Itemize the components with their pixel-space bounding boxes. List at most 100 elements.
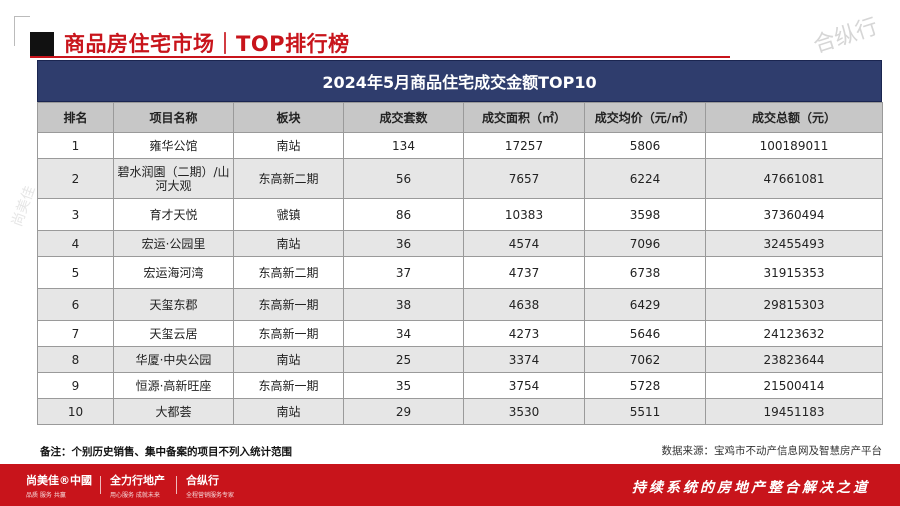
cell-total: 32455493 <box>705 230 883 257</box>
cell-total: 37360494 <box>705 198 883 231</box>
table-row: 8 华厦·中央公园 南站 25 3374 7062 23823644 <box>37 346 883 373</box>
cell-project: 雍华公馆 <box>113 132 234 159</box>
corner-decoration <box>14 16 30 46</box>
brand-tagline: 全程营销服务专家 <box>186 491 235 499</box>
table-row: 2 碧水润園（二期）/山河大观 东高新二期 56 7657 6224 47661… <box>37 158 883 199</box>
brand-name: 全力行地产 <box>110 473 165 487</box>
col-total: 成交总额（元） <box>705 102 883 133</box>
table-row: 5 宏运海河湾 东高新二期 37 4737 6738 31915353 <box>37 256 883 289</box>
table-row: 10 大都荟 南站 29 3530 5511 19451183 <box>37 398 883 425</box>
cell-avg-price: 5511 <box>584 398 706 425</box>
cell-rank: 6 <box>37 288 114 321</box>
cell-area: 10383 <box>463 198 585 231</box>
cell-district: 东高新二期 <box>233 256 344 289</box>
cell-area: 3530 <box>463 398 585 425</box>
brand-divider <box>176 476 177 494</box>
cell-area: 4638 <box>463 288 585 321</box>
cell-district: 虢镇 <box>233 198 344 231</box>
cell-project: 大都荟 <box>113 398 234 425</box>
cell-total: 19451183 <box>705 398 883 425</box>
brand-name: 尚美佳®中國 <box>26 473 92 487</box>
cell-units: 56 <box>343 158 464 199</box>
col-avg-price: 成交均价（元/㎡） <box>584 102 706 133</box>
cell-units: 37 <box>343 256 464 289</box>
cell-district: 东高新二期 <box>233 158 344 199</box>
cell-project: 天玺东郡 <box>113 288 234 321</box>
cell-rank: 3 <box>37 198 114 231</box>
cell-units: 35 <box>343 372 464 399</box>
cell-area: 4737 <box>463 256 585 289</box>
cell-avg-price: 5728 <box>584 372 706 399</box>
cell-units: 86 <box>343 198 464 231</box>
page-title: 商品房住宅市场｜TOP排行榜 <box>64 32 350 56</box>
watermark-side: 尚美佳 <box>9 183 39 229</box>
cell-project: 华厦·中央公园 <box>113 346 234 373</box>
cell-rank: 5 <box>37 256 114 289</box>
footer-bar: 尚美佳®中國 品质 服务 共赢 全力行地产 用心服务 成就未来 合纵行 全程营销… <box>0 464 900 506</box>
cell-project: 宏运海河湾 <box>113 256 234 289</box>
cell-total: 21500414 <box>705 372 883 399</box>
col-project: 项目名称 <box>113 102 234 133</box>
cell-district: 东高新一期 <box>233 320 344 347</box>
cell-project: 宏运·公园里 <box>113 230 234 257</box>
cell-avg-price: 6738 <box>584 256 706 289</box>
title-divider <box>30 56 730 58</box>
cell-avg-price: 5806 <box>584 132 706 159</box>
cell-avg-price: 6429 <box>584 288 706 321</box>
table-row: 9 恒源·高新旺座 东高新一期 35 3754 5728 21500414 <box>37 372 883 399</box>
cell-avg-price: 7096 <box>584 230 706 257</box>
data-table: 排名 项目名称 板块 成交套数 成交面积（㎡） 成交均价（元/㎡） 成交总额（元… <box>37 102 883 425</box>
cell-rank: 4 <box>37 230 114 257</box>
cell-area: 17257 <box>463 132 585 159</box>
cell-district: 东高新一期 <box>233 372 344 399</box>
cell-units: 38 <box>343 288 464 321</box>
cell-project: 育才天悦 <box>113 198 234 231</box>
col-units: 成交套数 <box>343 102 464 133</box>
brand-tagline: 用心服务 成就未来 <box>110 491 160 499</box>
cell-district: 南站 <box>233 132 344 159</box>
cell-total: 100189011 <box>705 132 883 159</box>
footer-slogan: 持续系统的房地产整合解决之道 <box>632 480 870 496</box>
cell-avg-price: 7062 <box>584 346 706 373</box>
cell-rank: 10 <box>37 398 114 425</box>
cell-area: 4273 <box>463 320 585 347</box>
table-title: 2024年5月商品住宅成交金额TOP10 <box>37 60 882 102</box>
cell-total: 29815303 <box>705 288 883 321</box>
cell-rank: 9 <box>37 372 114 399</box>
brand-logo-quanlixing: 全力行地产 用心服务 成就未来 <box>110 464 165 506</box>
corner-block <box>30 32 54 56</box>
cell-rank: 1 <box>37 132 114 159</box>
cell-total: 24123632 <box>705 320 883 347</box>
cell-area: 3374 <box>463 346 585 373</box>
table-row: 3 育才天悦 虢镇 86 10383 3598 37360494 <box>37 198 883 231</box>
cell-avg-price: 3598 <box>584 198 706 231</box>
cell-district: 南站 <box>233 398 344 425</box>
cell-project: 碧水润園（二期）/山河大观 <box>113 158 234 199</box>
cell-rank: 8 <box>37 346 114 373</box>
cell-district: 南站 <box>233 230 344 257</box>
brand-tagline: 品质 服务 共赢 <box>26 491 66 499</box>
footnote: 备注：个别历史销售、集中备案的项目不列入统计范围 <box>40 446 292 458</box>
column-header-row: 排名 项目名称 板块 成交套数 成交面积（㎡） 成交均价（元/㎡） 成交总额（元… <box>37 102 883 133</box>
brand-logo-hezongxing: 合纵行 全程营销服务专家 <box>186 464 234 506</box>
col-district: 板块 <box>233 102 344 133</box>
cell-district: 南站 <box>233 346 344 373</box>
ranking-table: 2024年5月商品住宅成交金额TOP10 排名 项目名称 板块 成交套数 成交面… <box>37 60 883 425</box>
cell-units: 25 <box>343 346 464 373</box>
table-row: 7 天玺云居 东高新一期 34 4273 5646 24123632 <box>37 320 883 347</box>
table-row: 4 宏运·公园里 南站 36 4574 7096 32455493 <box>37 230 883 257</box>
table-row: 1 雍华公馆 南站 134 17257 5806 100189011 <box>37 132 883 159</box>
cell-project: 天玺云居 <box>113 320 234 347</box>
cell-total: 47661081 <box>705 158 883 199</box>
cell-area: 4574 <box>463 230 585 257</box>
cell-area: 3754 <box>463 372 585 399</box>
cell-avg-price: 5646 <box>584 320 706 347</box>
cell-units: 134 <box>343 132 464 159</box>
table-row: 6 天玺东郡 东高新一期 38 4638 6429 29815303 <box>37 288 883 321</box>
col-rank: 排名 <box>37 102 114 133</box>
cell-total: 31915353 <box>705 256 883 289</box>
cell-rank: 2 <box>37 158 114 199</box>
brand-divider <box>100 476 101 494</box>
cell-units: 36 <box>343 230 464 257</box>
brand-logo-shangmeijia: 尚美佳®中國 品质 服务 共赢 <box>26 464 92 506</box>
